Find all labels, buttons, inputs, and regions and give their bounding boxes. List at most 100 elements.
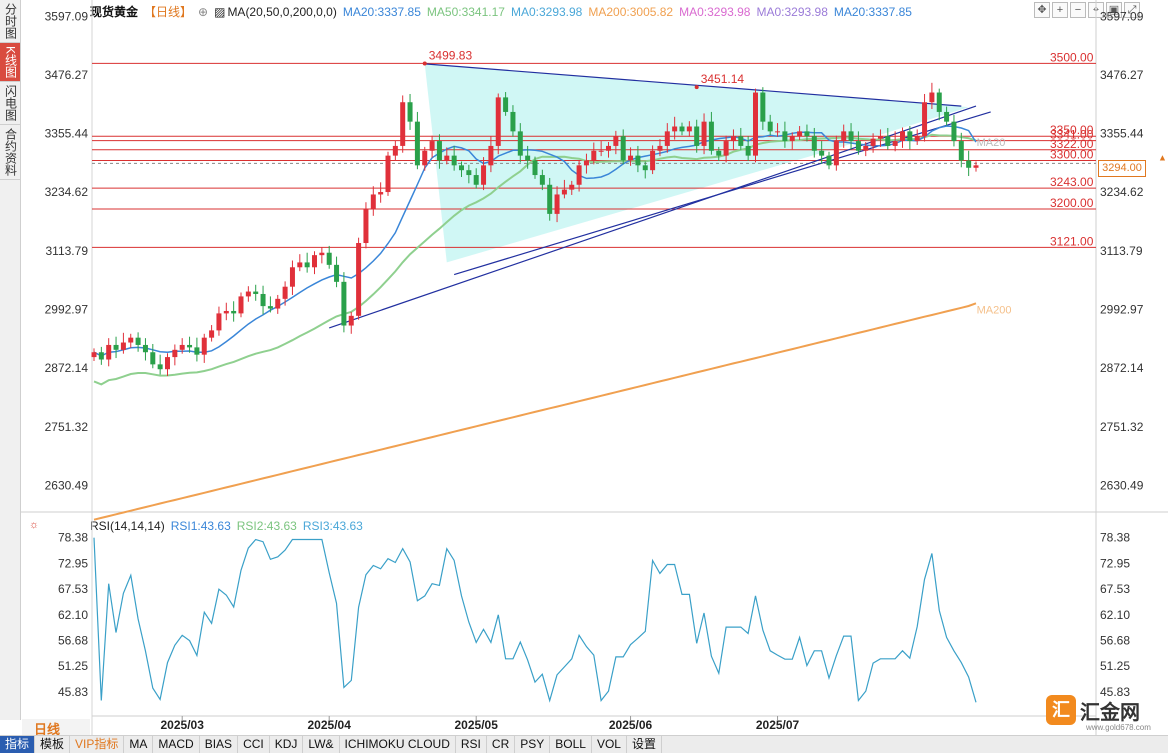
candle-body (414, 121, 420, 166)
left-tab-2[interactable]: 闪电图 (0, 82, 20, 126)
expand-icon[interactable]: ⤢ (1124, 2, 1140, 18)
indicator-tab-cr[interactable]: CR (487, 736, 516, 753)
candle-body (811, 136, 817, 151)
indicator-tab-vip-[interactable]: VIP指标 (70, 736, 125, 753)
rsi-settings-icon[interactable]: ☼ (29, 519, 39, 531)
level-label: 3243.00 (1050, 175, 1094, 189)
period-add-icon[interactable]: ⊕ (198, 5, 209, 19)
lower-trendline (329, 105, 977, 329)
x-tick-label: 2025/06 (609, 718, 653, 732)
period-selector[interactable]: 【日线】 (144, 5, 193, 19)
candle-body (914, 136, 920, 142)
price-marker-icon: ▲ (1158, 152, 1167, 162)
indicator-tab-lw-[interactable]: LW& (303, 736, 340, 753)
candle-body (635, 155, 641, 166)
candle-body (429, 141, 435, 151)
indicator-tab-psy[interactable]: PSY (515, 736, 551, 753)
candle-body (870, 138, 876, 146)
rsi-value: RSI1:43.63 (170, 519, 231, 533)
candle-body (892, 141, 898, 146)
candle-body (187, 344, 193, 348)
indicator-tab-vol[interactable]: VOL (592, 736, 627, 753)
candle-body (341, 281, 347, 326)
candle-body (694, 126, 700, 146)
x-tick-label: 2025/03 (161, 718, 205, 732)
candle-body (473, 175, 479, 185)
zoom-out-icon[interactable]: − (1070, 2, 1086, 18)
left-tab-0[interactable]: 分时图 (0, 0, 20, 43)
candle-body (848, 131, 854, 142)
ma-value: MA0:3293.98 (679, 5, 751, 19)
period-label[interactable]: 日线 (22, 719, 90, 737)
y-tick-right: 3355.44 (1100, 127, 1144, 141)
indicator-tab-boll[interactable]: BOLL (550, 736, 592, 753)
fullscreen-icon[interactable]: ▣ (1106, 2, 1122, 18)
indicator-tab-ichimoku-cloud[interactable]: ICHIMOKU CLOUD (340, 736, 456, 753)
left-tab-1[interactable]: K线图 (0, 43, 20, 83)
move-icon[interactable]: ✥ (1034, 2, 1050, 18)
instrument-title: 现货黄金 (90, 5, 139, 19)
rsi-header: RSI(14,14,14) RSI1:43.63 RSI2:43.63 RSI3:43… (90, 519, 375, 533)
candle-body (267, 306, 273, 309)
candle-body (753, 92, 758, 156)
rsi-tick-left: 78.38 (58, 531, 88, 545)
ma-value: MA20:3337.85 (342, 5, 421, 19)
ma200-line (93, 302, 977, 521)
indicator-tab-kdj[interactable]: KDJ (270, 736, 304, 753)
zoom-in-icon[interactable]: + (1052, 2, 1068, 18)
candle-body (782, 131, 788, 142)
candle-body (958, 141, 964, 161)
indicator-tab-bias[interactable]: BIAS (200, 736, 239, 753)
ma20-label: MA20 (977, 137, 1006, 149)
y-tick-right: 2872.14 (1100, 361, 1144, 375)
candle-body (804, 131, 810, 137)
ma-settings-icon[interactable]: ▨ (214, 5, 226, 19)
current-price-tag: 3294.00 (1098, 160, 1146, 177)
y-tick-right: 3476.27 (1100, 68, 1144, 82)
candle-body (378, 192, 384, 195)
rsi-tick-right: 56.68 (1100, 633, 1130, 647)
candle-body (613, 136, 619, 146)
y-tick-right: 2630.49 (1100, 478, 1144, 492)
rsi-tick-left: 72.95 (58, 556, 88, 570)
candle-body (231, 310, 237, 314)
rsi-tick-left: 51.25 (58, 659, 88, 673)
candle-body (370, 194, 376, 210)
indicator-tab-ma[interactable]: MA (124, 736, 154, 753)
candle-body (819, 150, 825, 156)
ma-params: MA(20,50,0,200,0,0) (227, 5, 337, 19)
left-tab-label: 合约资料 (3, 128, 18, 177)
candle-body (157, 364, 163, 370)
left-tab-3[interactable]: 合约资料 (0, 125, 20, 181)
candle-body (444, 155, 450, 161)
y-tick-left: 2872.14 (45, 361, 89, 375)
x-tick-label: 2025/04 (308, 718, 352, 732)
ma-value: MA200:3005.82 (588, 5, 674, 19)
indicator-tab-macd[interactable]: MACD (153, 736, 200, 753)
candle-body (532, 160, 538, 176)
indicator-tab--[interactable]: 模板 (35, 736, 71, 753)
candle-body (253, 291, 259, 294)
indicator-tab--[interactable]: 设置 (627, 736, 662, 753)
indicator-tab-cci[interactable]: CCI (238, 736, 270, 753)
candle-body (686, 126, 692, 132)
rsi-tick-right: 78.38 (1100, 531, 1130, 545)
candle-body (223, 310, 229, 314)
rsi-tick-right: 51.25 (1100, 659, 1130, 673)
y-tick-left: 2630.49 (45, 478, 89, 492)
candle-body (628, 155, 634, 161)
candle-body (620, 136, 626, 161)
candle-body (392, 145, 398, 156)
candle-body (664, 131, 670, 146)
candle-body (877, 136, 883, 139)
rsi-tick-right: 67.53 (1100, 582, 1130, 596)
y-tick-right: 2751.32 (1100, 420, 1144, 434)
candle-body (789, 136, 795, 142)
indicator-tab--[interactable]: 指标 (0, 736, 36, 753)
candle-body (944, 111, 950, 122)
y-tick-right: 3113.79 (1100, 244, 1143, 258)
indicator-tab-rsi[interactable]: RSI (456, 736, 487, 753)
candle-body (598, 150, 604, 152)
candle-body (797, 131, 803, 137)
